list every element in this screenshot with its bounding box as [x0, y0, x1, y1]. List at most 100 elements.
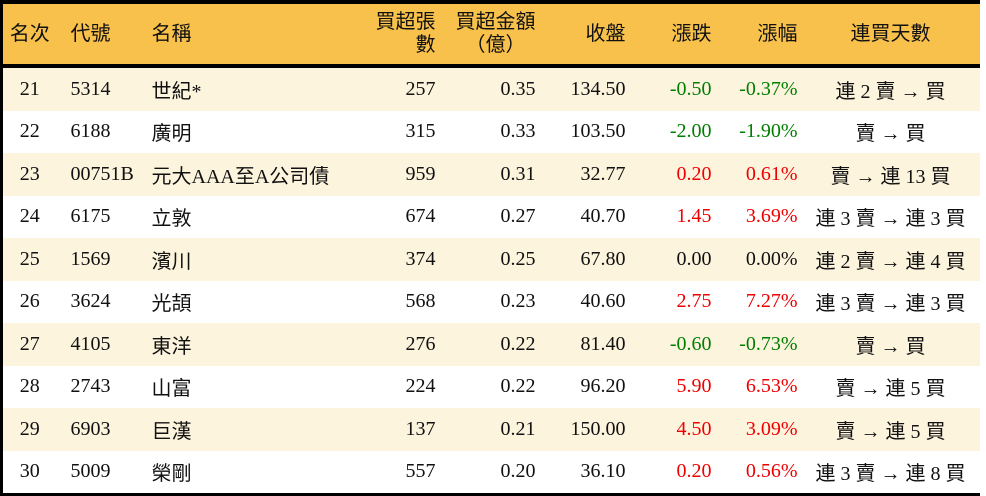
table-row: 26 3624 光頡 568 0.23 40.60 2.75 7.27% 連 3…: [1, 280, 980, 323]
cell-name: 元大AAA至A公司債: [151, 165, 330, 188]
cell-change: 5.90: [676, 375, 712, 398]
table-row: 25 1569 濱川 374 0.25 67.80 0.00 0.00% 連 2…: [1, 238, 980, 281]
cell-change: 0.20: [676, 162, 712, 185]
cell-rank: 24: [19, 205, 40, 228]
table-row: 22 6188 廣明 315 0.33 103.50 -2.00 -1.90% …: [1, 110, 980, 153]
cell-change: -0.60: [669, 332, 712, 355]
cell-close: 81.40: [580, 332, 626, 355]
cell-rank: 22: [19, 120, 40, 143]
cell-volume: 557: [405, 460, 436, 483]
cell-close: 150.00: [570, 417, 626, 440]
cell-streak: 賣 → 連 5 買: [835, 420, 946, 443]
cell-rank: 30: [19, 460, 40, 483]
cell-pct: 7.27%: [745, 290, 798, 313]
cell-pct: 0.00%: [745, 247, 798, 270]
cell-streak: 連 3 賣 → 連 8 買: [815, 463, 966, 486]
table-body: 21 5314 世紀* 257 0.35 134.50 -0.50 -0.37%…: [1, 66, 980, 495]
cell-change: 4.50: [676, 417, 712, 440]
table-header: 名次 代號 名稱 買超張數 買超金額 （億） 收盤 漲跌 漲幅 連買天數: [1, 2, 980, 68]
cell-name: 巨漢: [151, 420, 192, 443]
cell-amount: 0.27: [500, 205, 536, 228]
cell-code: 6903: [70, 417, 111, 440]
cell-streak: 賣 → 連 5 買: [835, 378, 946, 401]
cell-name: 立敦: [151, 208, 192, 231]
cell-code: 5009: [70, 460, 111, 483]
cell-streak: 賣 → 連 13 買: [830, 165, 951, 188]
cell-pct: 3.09%: [745, 417, 798, 440]
cell-amount: 0.25: [500, 247, 536, 270]
cell-code: 4105: [70, 332, 111, 355]
cell-rank: 21: [19, 77, 40, 100]
cell-name: 東洋: [151, 335, 192, 358]
header-row: 名次 代號 名稱 買超張數 買超金額 （億） 收盤 漲跌 漲幅 連買天數: [1, 2, 980, 68]
cell-code: 6188: [70, 120, 111, 143]
header-rank: 名次: [1, 2, 57, 68]
table-row: 23 00751B 元大AAA至A公司債 959 0.31 32.77 0.20…: [1, 153, 980, 196]
cell-code: 00751B: [70, 162, 134, 185]
cell-pct: 6.53%: [745, 375, 798, 398]
cell-volume: 224: [405, 375, 436, 398]
cell-rank: 27: [19, 332, 40, 355]
header-close: 收盤: [539, 2, 630, 68]
cell-volume: 257: [405, 77, 436, 100]
cell-close: 40.60: [580, 290, 626, 313]
cell-streak: 連 3 賣 → 連 3 買: [815, 293, 966, 316]
header-pct: 漲幅: [715, 2, 802, 68]
cell-volume: 568: [405, 290, 436, 313]
cell-rank: 29: [19, 417, 40, 440]
cell-rank: 23: [19, 162, 40, 185]
cell-close: 32.77: [580, 162, 626, 185]
cell-close: 67.80: [580, 247, 626, 270]
cell-volume: 276: [405, 332, 436, 355]
cell-amount: 0.21: [500, 417, 536, 440]
cell-code: 6175: [70, 205, 111, 228]
table-row: 28 2743 山富 224 0.22 96.20 5.90 6.53% 賣 →…: [1, 365, 980, 408]
cell-rank: 25: [19, 247, 40, 270]
cell-change: 2.75: [676, 290, 712, 313]
cell-amount: 0.35: [500, 77, 536, 100]
header-volume: 買超張數: [361, 2, 440, 68]
cell-streak: 連 3 賣 → 連 3 買: [815, 208, 966, 231]
cell-pct: -0.73%: [739, 332, 798, 355]
cell-close: 103.50: [570, 120, 626, 143]
header-code: 代號: [56, 2, 149, 68]
cell-code: 2743: [70, 375, 111, 398]
cell-pct: -1.90%: [739, 120, 798, 143]
cell-change: -2.00: [669, 120, 712, 143]
cell-pct: -0.37%: [739, 77, 798, 100]
table-row: 27 4105 東洋 276 0.22 81.40 -0.60 -0.73% 賣…: [1, 323, 980, 366]
table-row: 29 6903 巨漢 137 0.21 150.00 4.50 3.09% 賣 …: [1, 408, 980, 451]
table-row: 24 6175 立敦 674 0.27 40.70 1.45 3.69% 連 3…: [1, 195, 980, 238]
cell-pct: 0.61%: [745, 162, 798, 185]
cell-rank: 26: [19, 290, 40, 313]
header-amount-line2: （億）: [465, 34, 526, 56]
cell-amount: 0.31: [500, 162, 536, 185]
cell-code: 1569: [70, 247, 111, 270]
cell-streak: 賣 → 買: [855, 335, 926, 358]
cell-change: 1.45: [676, 205, 712, 228]
cell-amount: 0.22: [500, 375, 536, 398]
cell-streak: 連 2 賣 → 連 4 買: [815, 250, 966, 273]
cell-rank: 28: [19, 375, 40, 398]
cell-code: 5314: [70, 77, 111, 100]
cell-volume: 137: [405, 417, 436, 440]
cell-pct: 3.69%: [745, 205, 798, 228]
header-amount: 買超金額 （億）: [439, 2, 540, 68]
cell-close: 96.20: [580, 375, 626, 398]
header-amount-line1: 買超金額: [455, 11, 536, 33]
cell-amount: 0.22: [500, 332, 536, 355]
cell-change: 0.20: [676, 460, 712, 483]
cell-amount: 0.20: [500, 460, 536, 483]
header-streak: 連買天數: [801, 2, 980, 68]
cell-code: 3624: [70, 290, 111, 313]
header-name: 名稱: [148, 2, 362, 68]
cell-volume: 315: [405, 120, 436, 143]
cell-name: 廣明: [151, 123, 192, 146]
cell-close: 134.50: [570, 77, 626, 100]
cell-volume: 959: [405, 162, 436, 185]
cell-name: 濱川: [151, 250, 192, 273]
cell-close: 36.10: [580, 460, 626, 483]
cell-amount: 0.33: [500, 120, 536, 143]
cell-change: 0.00: [676, 247, 712, 270]
